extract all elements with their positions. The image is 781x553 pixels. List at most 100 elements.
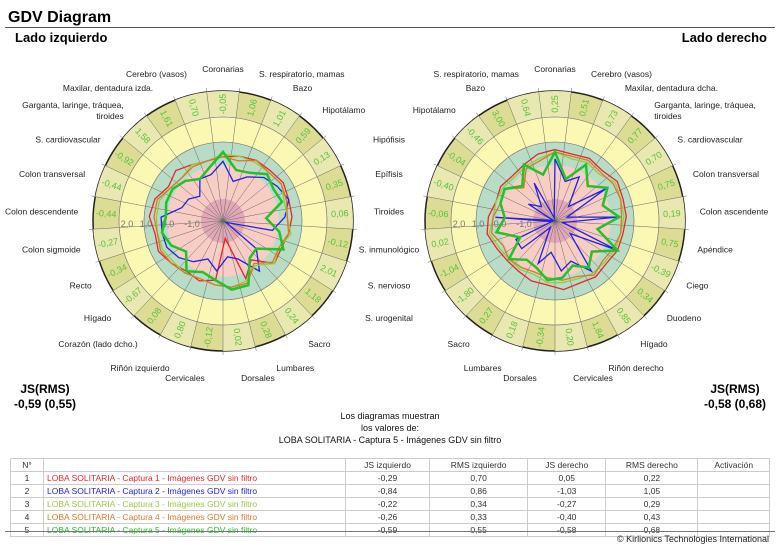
spoke	[173, 96, 224, 222]
left-js-label: JS(RMS)	[20, 382, 70, 396]
outer-sector	[642, 253, 679, 291]
category-label-line: Hipotálamo	[322, 105, 365, 115]
spoke	[144, 112, 224, 222]
category-label-line: Epífisis	[375, 169, 402, 179]
category-label: Riñón izquierdo	[111, 363, 170, 373]
spoke	[451, 135, 556, 222]
spoke	[222, 88, 241, 222]
spoke	[222, 220, 337, 294]
category-label: Tiroides	[374, 206, 404, 216]
note-line: LOBA SOLITARIA - Captura 5 - Imágenes GD…	[278, 435, 502, 445]
cell-rmsl: 0,86	[429, 484, 529, 498]
category-label-line: tiroides	[654, 111, 681, 121]
header-rms-right: RMS derecho	[605, 458, 699, 472]
category-label: Dorsales	[241, 373, 275, 383]
category-label-line: Maxilar, dentadura dcha.	[625, 83, 718, 93]
cell-n: 4	[10, 510, 44, 524]
category-label: Hipotálamo	[322, 105, 365, 115]
spoke	[505, 96, 556, 222]
cell-jsl: -0,22	[344, 497, 431, 511]
table-row[interactable]: 1 LOBA SOLITARIA - Captura 1 - Imágenes G…	[10, 471, 770, 485]
category-label: Colon ascendente	[700, 206, 769, 216]
header-rms-left: RMS izquierdo	[429, 458, 529, 472]
table-row[interactable]: 5 LOBA SOLITARIA - Captura 5 - Imágenes G…	[10, 523, 770, 537]
cell-rmsr: 0,29	[605, 497, 699, 511]
cell-name: LOBA SOLITARIA - Captura 3 - Imágenes GD…	[43, 497, 346, 511]
outer-sector	[303, 138, 341, 177]
category-label: S. nervioso	[368, 281, 411, 291]
category-label-line: Recto	[70, 281, 92, 291]
category-label-line: Corazón (lado dcho.)	[58, 339, 138, 349]
spoke	[537, 88, 556, 222]
spoke	[131, 220, 224, 319]
category-label: S. cardiovascular	[677, 135, 742, 145]
note-line: Los diagramas muestran	[340, 411, 440, 421]
category-label: Corazón (lado dcho.)	[58, 339, 138, 349]
outer-sector	[425, 227, 457, 262]
spoke	[158, 220, 224, 339]
category-label-line: Bazo	[466, 83, 486, 93]
table-row[interactable]: 2 LOBA SOLITARIA - Captura 2 - Imágenes G…	[10, 484, 770, 498]
category-label-line: Sacro	[448, 339, 470, 349]
category-label-line: Bazo	[293, 83, 313, 93]
category-label-line: Cerebro (vasos)	[591, 69, 652, 79]
right-js-value: -0,58 (0,68)	[703, 397, 767, 411]
spoke	[91, 195, 224, 222]
outer-sector	[223, 321, 256, 351]
category-label-line: S. inmunológico	[359, 244, 420, 254]
cell-act	[697, 510, 770, 524]
category-label: Epífisis	[375, 169, 402, 179]
series-3-line	[488, 151, 625, 284]
cell-rmsr: 1,05	[605, 484, 699, 498]
cell-jsr: -0,27	[527, 497, 607, 511]
outer-sector	[635, 138, 673, 177]
left-side-title: Lado izquierdo	[15, 30, 108, 45]
category-label-line: Garganta, laringe, tráquea,	[654, 100, 756, 110]
category-label: Garganta, laringe, tráquea, tiroides	[654, 100, 756, 121]
category-label-line: Lumbares	[464, 363, 502, 373]
sector-value-label: -0,06	[428, 208, 449, 219]
category-label-line: Maxilar, dentadura izda.	[63, 83, 153, 93]
category-label: Coronarias	[534, 64, 576, 74]
outer-sector	[122, 115, 162, 155]
table-header-row: N° JS izquierdo RMS izquierdo JS derecho…	[10, 458, 770, 472]
category-label: Cervicales	[165, 373, 205, 383]
outer-sector	[95, 165, 129, 202]
spoke	[441, 220, 556, 294]
category-label-line: Tiroides	[374, 206, 404, 216]
outer-sector	[593, 100, 632, 137]
category-label-line: S. cardiovascular	[35, 135, 100, 145]
cell-rmsl: 0,70	[429, 471, 529, 485]
cell-rmsl: 0,34	[429, 497, 529, 511]
outer-sector	[427, 165, 461, 202]
category-label: Hígado	[640, 339, 668, 349]
category-label: Garganta, laringe, tráquea, tiroides	[22, 100, 124, 121]
cell-act	[697, 471, 770, 485]
table-row[interactable]: 3 LOBA SOLITARIA - Captura 3 - Imágenes G…	[10, 497, 770, 511]
sector-value-label: -0,27	[97, 236, 119, 250]
category-label-line: Hipotálamo	[413, 105, 456, 115]
category-label: Duodeno	[667, 313, 702, 323]
table-row[interactable]: 4 LOBA SOLITARIA - Captura 4 - Imágenes G…	[10, 510, 770, 524]
category-label: Colon transversal	[19, 169, 85, 179]
outer-sector	[538, 90, 572, 118]
category-label: Hipófisis	[373, 135, 405, 145]
category-label-line: Dorsales	[241, 373, 275, 383]
sector-value-label: -0,12	[327, 236, 349, 250]
series-2-line	[160, 160, 290, 273]
cell-jsr: -1,03	[527, 484, 607, 498]
radar-left: 2,0 1,0 0,0 -1,0-0,05 1,061,010,590,130,350,…	[5, 64, 419, 383]
sector-value-label: 0,75	[660, 236, 679, 249]
cell-jsr: 0,05	[527, 471, 607, 485]
cell-rmsl: 0,33	[429, 510, 529, 524]
ring-line	[143, 141, 303, 301]
cell-n: 5	[10, 523, 44, 537]
category-label: Sacro	[448, 339, 470, 349]
captures-table: N° JS izquierdo RMS izquierdo JS derecho…	[10, 458, 770, 537]
radar-charts: 2,0 1,0 0,0 -1,0-0,05 1,061,010,590,130,350,…	[5, 64, 769, 383]
category-label-line: Lumbares	[276, 363, 314, 373]
spoke	[205, 88, 224, 222]
sector-value-label: 1,06	[245, 98, 259, 117]
cell-rmsr: 0,68	[605, 523, 699, 537]
outer-sector	[175, 92, 210, 125]
